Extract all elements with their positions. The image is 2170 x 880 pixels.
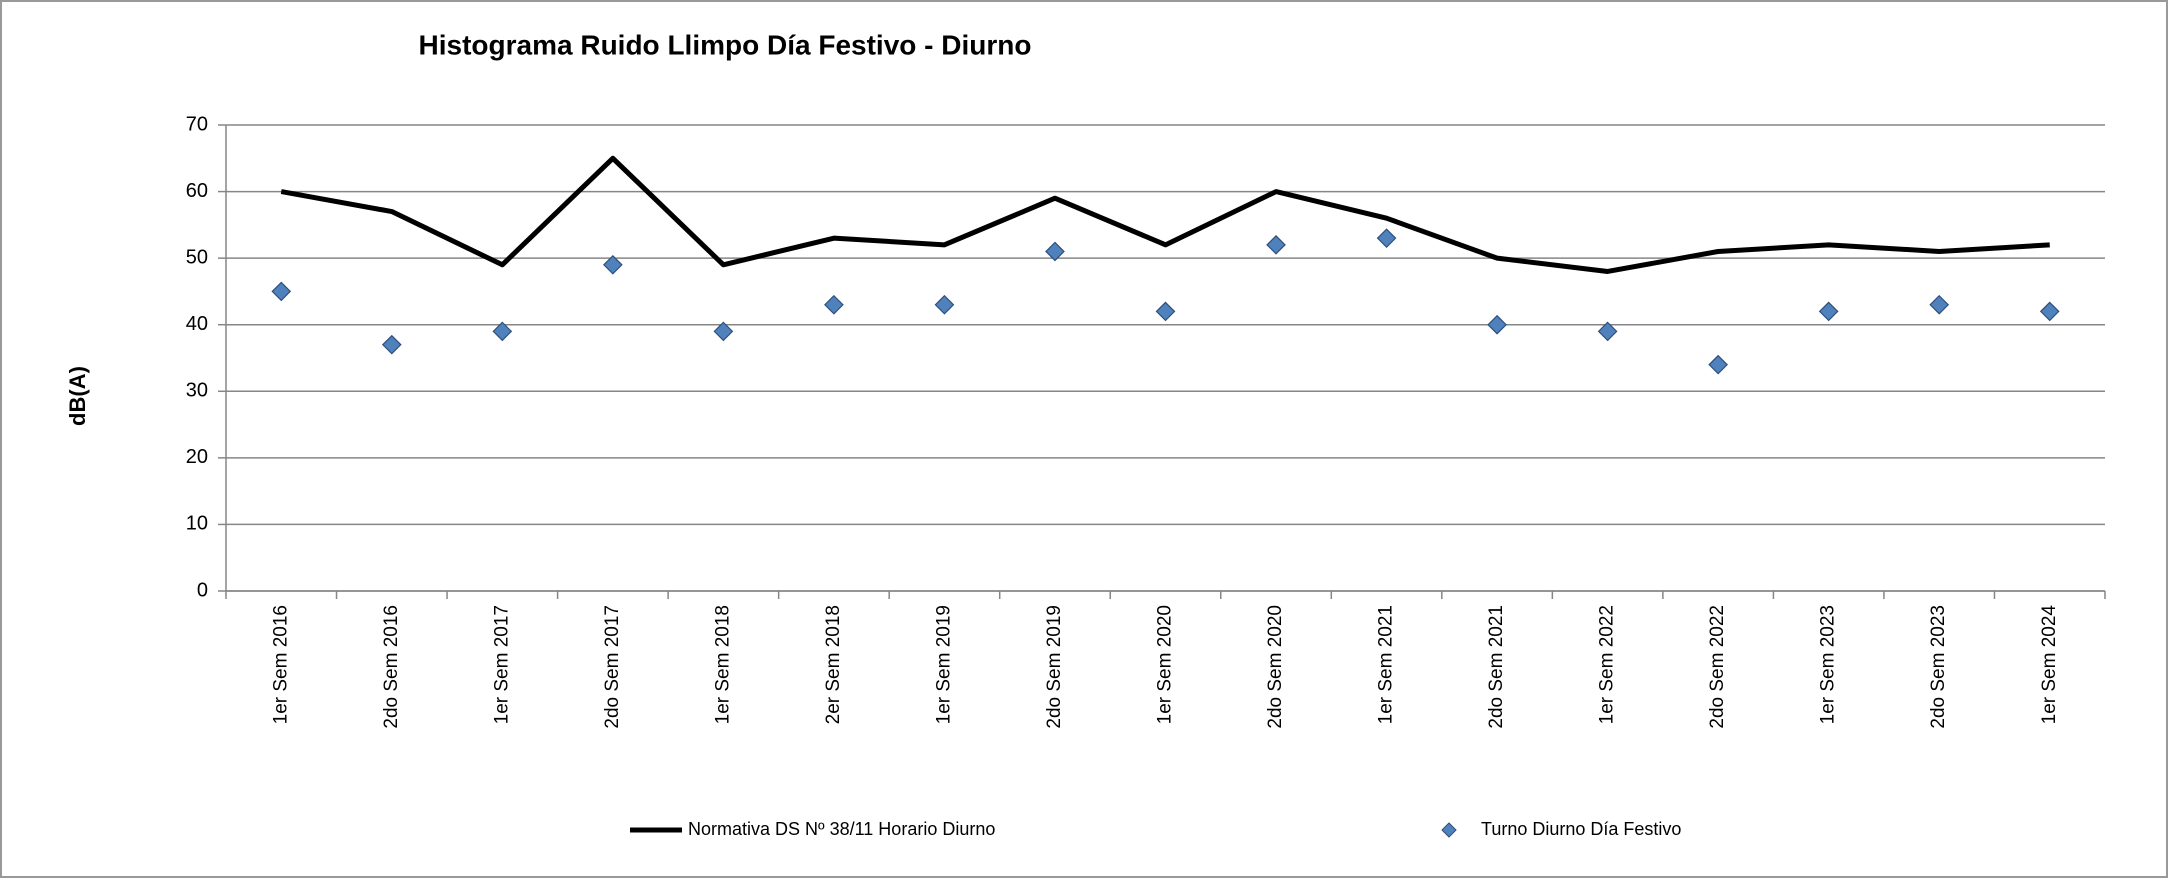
marker	[1045, 241, 1065, 262]
y-tick-label: 50	[186, 246, 208, 268]
y-tick-label: 40	[186, 313, 208, 335]
marker	[1929, 294, 1950, 315]
x-tick-label: 1er Sem 2021	[1376, 605, 1397, 724]
marker	[1597, 321, 1618, 342]
line-series	[280, 155, 2050, 274]
x-tick-label: 2do Sem 2021	[1486, 605, 1507, 729]
x-tick-label: 2do Sem 2023	[1928, 605, 1949, 729]
marker	[1155, 301, 1176, 322]
x-tick-label: 1er Sem 2018	[712, 605, 733, 724]
x-tick-label: 2do Sem 2020	[1265, 605, 1286, 729]
y-tick-label: 30	[186, 380, 208, 402]
x-tick-label: 2er Sem 2018	[823, 605, 844, 724]
y-tick-label: 60	[186, 180, 208, 202]
marker	[1487, 314, 1507, 335]
x-tick-label: 2do Sem 2019	[1044, 605, 1065, 729]
marker	[824, 294, 844, 315]
x-tick-label: 1er Sem 2022	[1597, 605, 1618, 724]
marker	[381, 334, 402, 355]
y-tick-label: 0	[197, 579, 208, 601]
marker	[713, 321, 734, 342]
y-tick-label: 10	[186, 513, 208, 535]
y-tick-label: 70	[186, 113, 208, 135]
marker	[603, 254, 623, 275]
marker	[1818, 301, 1839, 322]
marker	[271, 281, 292, 302]
x-tick-label: 1er Sem 2016	[270, 605, 291, 724]
x-tick-label: 1er Sem 2023	[1818, 605, 1839, 724]
x-tick-label: 1er Sem 2017	[491, 605, 512, 724]
marker	[1708, 354, 1728, 375]
x-tick-label: 1er Sem 2024	[2039, 605, 2060, 725]
marker	[2039, 301, 2060, 322]
x-tick-label: 2do Sem 2022	[1707, 605, 1728, 729]
legend-swatch	[1441, 822, 1457, 838]
x-tick-label: 1er Sem 2020	[1155, 605, 1176, 724]
legend-label: Turno Diurno Día Festivo	[1481, 819, 1681, 839]
x-tick-label: 2do Sem 2017	[602, 605, 623, 729]
x-tick-label: 2do Sem 2016	[381, 605, 402, 729]
y-axis-label: dB(A)	[65, 366, 90, 426]
y-tick-label: 20	[186, 446, 208, 468]
x-tick-label: 1er Sem 2019	[933, 605, 954, 724]
marker	[934, 294, 955, 315]
marker	[1376, 228, 1397, 249]
chart-title: Histograma Ruido Llimpo Día Festivo - Di…	[419, 29, 1032, 60]
marker	[492, 321, 513, 342]
marker	[1266, 234, 1286, 255]
legend-label: Normativa DS Nº 38/11 Horario Diurno	[688, 819, 995, 839]
